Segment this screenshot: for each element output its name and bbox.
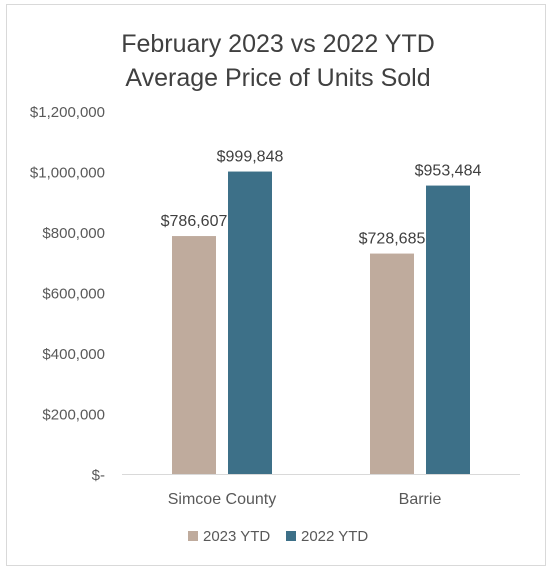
x-category-label: Simcoe County: [168, 491, 277, 508]
bar-data-label: $953,484: [415, 163, 482, 180]
y-tick-label: $600,000: [42, 286, 105, 303]
y-tick-label: $1,000,000: [30, 165, 105, 182]
bar: [370, 253, 414, 474]
y-tick-label: $400,000: [42, 346, 105, 363]
bar-data-label: $728,685: [359, 231, 426, 248]
x-category-label: Barrie: [399, 491, 442, 508]
bar-data-label: $786,607: [161, 213, 228, 230]
bars-group: $786,607 $999,848 $728,685 $953,484: [161, 149, 482, 475]
y-tick-label: $200,000: [42, 407, 105, 424]
bar-data-label: $999,848: [217, 149, 284, 166]
y-axis: $- $200,000 $400,000 $600,000 $800,000 $1,000…: [30, 104, 105, 484]
bar: [228, 171, 272, 475]
chart-subtitle: Average Price of Units Sold: [125, 64, 430, 92]
bar: [426, 185, 470, 474]
chart-title: February 2023 vs 2022 YTD: [121, 30, 435, 58]
legend: 2023 YTD 2022 YTD: [188, 528, 368, 545]
x-axis: Simcoe County Barrie: [122, 474, 520, 508]
y-tick-label: $1,200,000: [30, 104, 105, 121]
legend-label: 2023 YTD: [203, 528, 270, 545]
legend-swatch: [188, 531, 198, 541]
y-tick-label: $-: [92, 467, 105, 484]
legend-swatch: [286, 531, 296, 541]
y-tick-label: $800,000: [42, 225, 105, 242]
legend-label: 2022 YTD: [301, 528, 368, 545]
bar: [172, 236, 216, 474]
